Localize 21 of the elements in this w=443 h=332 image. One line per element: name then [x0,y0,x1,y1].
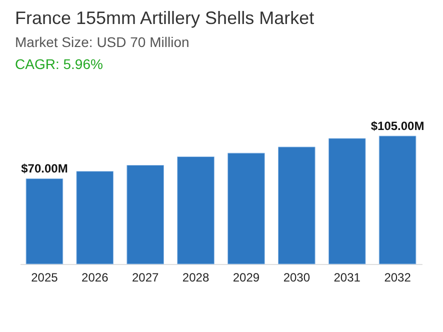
data-label: $70.00M [21,162,68,176]
bar [228,152,265,264]
bar [278,146,316,264]
bar [378,136,416,264]
x-tick-label: 2026 [82,270,109,284]
x-tick-label: 2027 [132,270,160,284]
chart-subtitle: Market Size: USD 70 Million [15,34,190,50]
bar [177,156,214,264]
bar [26,178,64,264]
x-tick-label: 2030 [283,270,310,284]
x-tick-label: 2031 [334,270,361,284]
bar [76,171,114,264]
x-tick-label: 2032 [384,270,412,284]
x-tick-label: 2029 [232,270,260,284]
bar [126,165,164,264]
data-label: $105.00M [370,119,424,133]
chart-title: France 155mm Artillery Shells Market [15,8,314,29]
bar [328,138,366,264]
text: CAGR: 5.96% [15,56,103,72]
x-tick-label: 2025 [31,270,58,284]
x-tick-label: 2028 [182,270,210,284]
